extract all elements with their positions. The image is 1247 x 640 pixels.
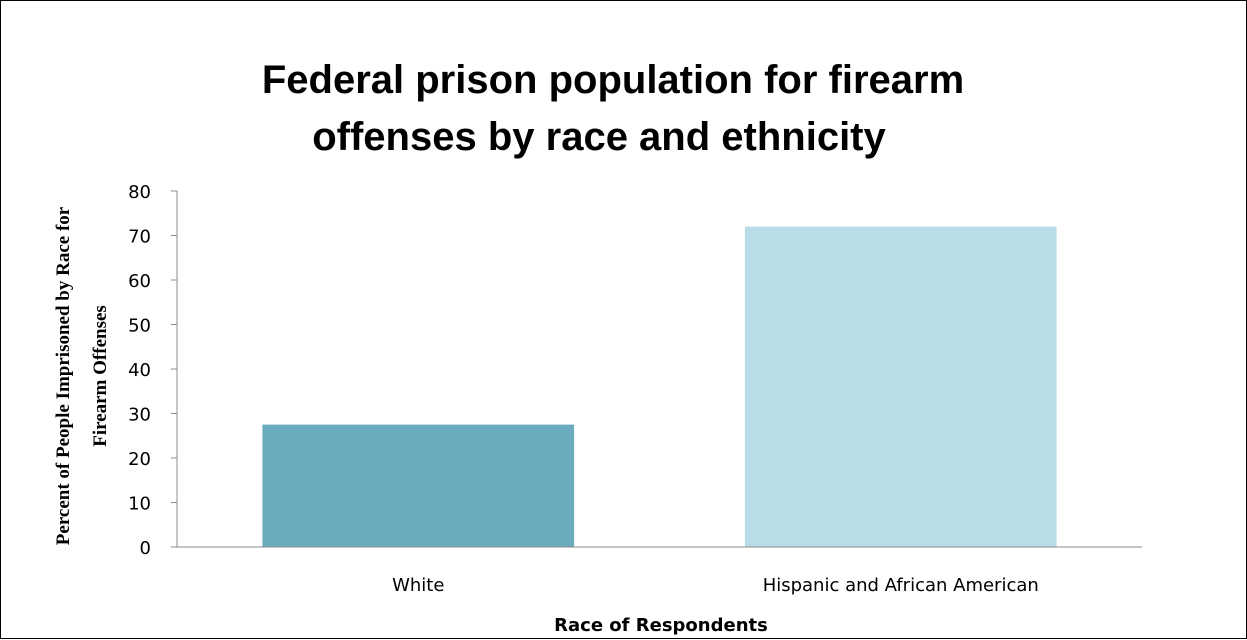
y-tick-label: 30 xyxy=(128,405,151,426)
y-tick-label: 40 xyxy=(128,360,151,381)
y-axis-ticks: 0 10 20 30 40 50 60 70 80 xyxy=(128,182,177,559)
chart-title-line-1: Federal prison population for firearm xyxy=(262,58,964,102)
category-labels: White Hispanic and African American xyxy=(392,575,1039,596)
chart-title-line-2: offenses by race and ethnicity xyxy=(312,115,886,159)
y-axis-title-line-2: Firearm Offenses xyxy=(90,305,111,447)
y-tick-label: 10 xyxy=(128,494,151,515)
y-tick-label: 50 xyxy=(128,316,151,337)
y-tick-label: 80 xyxy=(128,182,151,203)
bar-white xyxy=(262,424,575,547)
x-axis-title: Race of Respondents xyxy=(554,615,768,636)
x-category-label: White xyxy=(392,575,444,596)
y-tick-label: 70 xyxy=(128,227,151,248)
y-tick-label: 0 xyxy=(140,538,151,559)
y-axis-title-line-1: Percent of People Imprisoned by Race for xyxy=(53,206,74,545)
y-axis-title: Percent of People Imprisoned by Race for… xyxy=(53,206,111,545)
bar-hispanic-and-african-american xyxy=(744,226,1057,547)
bars xyxy=(262,226,1057,547)
y-tick-label: 60 xyxy=(128,271,151,292)
y-tick-label: 20 xyxy=(128,449,151,470)
x-category-label: Hispanic and African American xyxy=(763,575,1039,596)
